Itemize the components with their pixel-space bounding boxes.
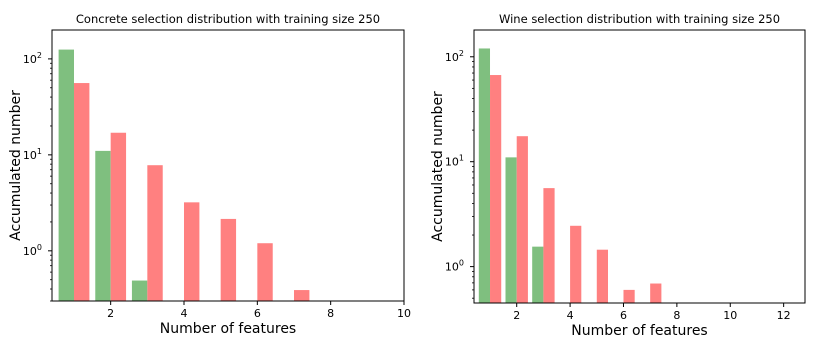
concrete-xtick-label: 6 (254, 307, 261, 320)
concrete-bar-s0-1 (58, 49, 74, 302)
concrete-bar-s1-7 (294, 290, 310, 301)
concrete-bar-s0-2 (95, 150, 111, 301)
concrete-bar-s1-6 (257, 243, 273, 301)
concrete-bar-s1-4 (184, 202, 200, 301)
wine-ytick-label: 100 (445, 259, 464, 274)
wine-xtick-label: 6 (620, 309, 627, 322)
wine-ytick-label: 101 (445, 154, 464, 169)
concrete-bar-s1-1 (74, 83, 90, 301)
concrete-bar-s1-2 (110, 132, 127, 301)
wine-bar-s0-1 (478, 48, 491, 303)
concrete-xtick-label: 2 (107, 307, 114, 320)
wine-bar-s0-2 (505, 157, 517, 303)
wine-bar-s1-2 (516, 136, 528, 303)
concrete-axes-frame (51, 29, 405, 302)
concrete-y-axis-label: Accumulated number (8, 90, 24, 241)
wine-xtick-label: 8 (673, 309, 680, 322)
wine-bar-s1-5 (596, 249, 608, 303)
wine-bar-s1-4 (570, 225, 582, 303)
wine-bar-s1-7 (650, 283, 662, 303)
concrete-xtick-label: 10 (397, 307, 411, 320)
concrete-bar-s0-3 (131, 280, 148, 301)
wine-bar-s0-3 (532, 246, 544, 303)
concrete-ytick-label: 101 (23, 147, 42, 162)
wine-xtick-label: 2 (513, 309, 520, 322)
wine-y-axis-label: Accumulated number (430, 91, 446, 242)
wine-bar-s1-3 (543, 188, 555, 303)
concrete-ytick-label: 102 (23, 51, 42, 66)
wine-chart: 2 4 6 8 10 12 100 101 102 Wine selection distribu… (430, 12, 806, 339)
concrete-xtick-label: 8 (327, 307, 334, 320)
concrete-chart: 2 4 6 8 10 100 101 102 Concrete selection distri… (8, 12, 411, 337)
wine-xtick-label: 10 (723, 309, 737, 322)
concrete-xtick-label: 4 (181, 307, 188, 320)
wine-bar-s1-6 (623, 289, 635, 303)
wine-chart-title: Wine selection distribution with trainin… (499, 12, 780, 26)
concrete-chart-title: Concrete selection distribution with tra… (76, 12, 380, 26)
wine-xtick-label: 4 (567, 309, 574, 322)
concrete-x-axis-label: Number of features (160, 321, 296, 337)
concrete-bar-s1-3 (147, 165, 163, 301)
concrete-ytick-label: 100 (23, 243, 42, 258)
wine-x-axis-label: Number of features (571, 323, 707, 339)
wine-bar-s1-1 (490, 75, 502, 303)
wine-ytick-label: 102 (445, 49, 464, 64)
wine-xtick-label: 12 (777, 309, 791, 322)
concrete-bar-s1-5 (220, 218, 237, 301)
